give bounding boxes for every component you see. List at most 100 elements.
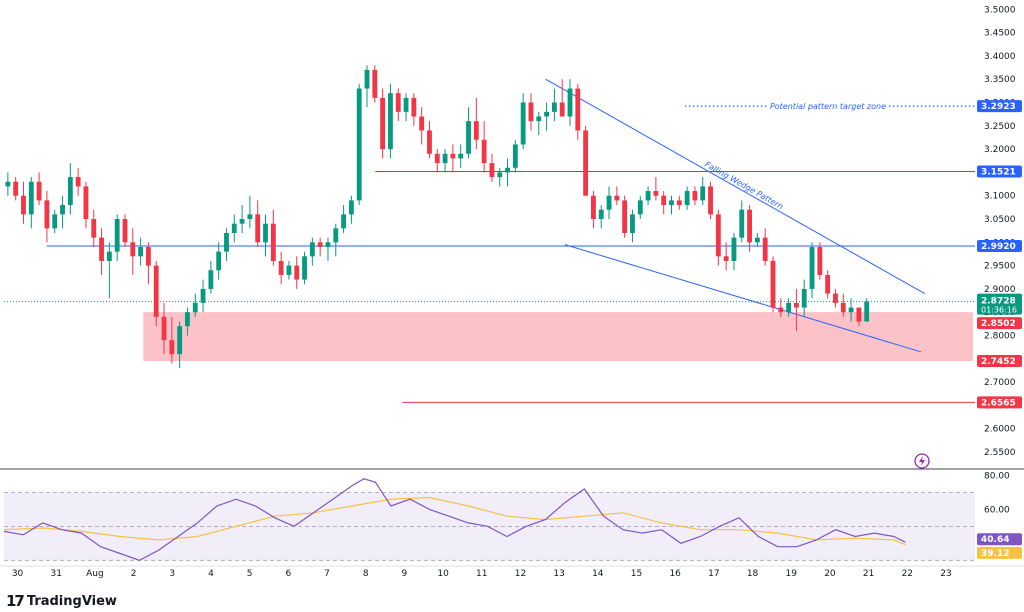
candle-body: [169, 340, 175, 355]
candle-body: [770, 260, 776, 308]
candle-body: [536, 116, 542, 122]
candle-body: [231, 223, 237, 233]
candle-body: [575, 88, 581, 131]
candle-body: [52, 214, 58, 229]
candle-body: [356, 88, 362, 201]
candle-body: [216, 251, 222, 271]
candle-body: [200, 288, 206, 303]
candle-body: [185, 312, 190, 327]
tag-zone-bottom: 2.7452: [981, 357, 1016, 367]
candle-body: [208, 270, 214, 289]
candle-body: [489, 163, 495, 178]
tag-level-3: 2.6565: [981, 398, 1016, 408]
time-tick-label: 18: [747, 569, 759, 579]
candle-body: [21, 195, 26, 215]
candle-body: [739, 209, 745, 238]
tag-rsi-bg: [977, 533, 1022, 546]
candle-body: [364, 69, 370, 89]
candle-body: [106, 251, 112, 261]
candle-body: [224, 233, 229, 252]
candle-body: [13, 181, 19, 196]
time-tick-label: 17: [708, 569, 719, 579]
candle-body: [801, 288, 807, 308]
candle-body: [177, 326, 183, 355]
candle-body: [622, 200, 628, 233]
time-axis[interactable]: 30 31 Aug 2 3 4 5 6 7 8 9 10 11 12 13 14 15 16 17 18 19 20 21 2…: [12, 569, 952, 579]
price-tick-label: 2.7000: [984, 378, 1016, 388]
tag-level-1: 3.1521: [981, 167, 1016, 177]
price-tick-label: 3.0500: [984, 215, 1016, 225]
price-axis[interactable]: 3.50003.45003.40003.35003.30003.25003.20…: [984, 5, 1016, 515]
candle-body: [138, 246, 144, 257]
rsi-line: [3, 478, 906, 561]
candle-body: [809, 246, 815, 289]
candle-body: [544, 111, 549, 117]
candle-body: [99, 237, 104, 261]
candle-body: [591, 195, 596, 220]
candle-body: [419, 116, 425, 131]
candle-body: [28, 181, 34, 215]
candle-body: [348, 200, 354, 215]
candle-body: [122, 219, 128, 243]
target-text-bg: [767, 102, 889, 112]
time-tick-label: 7: [324, 569, 330, 579]
replay-icon[interactable]: [914, 453, 930, 469]
rsi-tick-label: 80.00: [984, 471, 1010, 481]
candle-body: [458, 153, 464, 159]
target-zone-text: Potential pattern target zone: [770, 102, 886, 111]
tag-level-1-bg: [977, 165, 1022, 178]
time-tick-label: 9: [402, 569, 408, 579]
candle-body: [5, 181, 11, 187]
price-tick-label: 2.8000: [984, 332, 1016, 342]
candle-body: [255, 214, 261, 243]
tag-rsi-ma: 39.12: [981, 549, 1009, 559]
candle-body: [715, 214, 721, 257]
price-tick-label: 3.2500: [984, 122, 1016, 132]
candle-body: [130, 242, 136, 257]
candle-body: [403, 97, 409, 112]
candle-body: [161, 316, 167, 341]
tag-zone-bottom-bg: [977, 355, 1022, 368]
candle-body: [754, 237, 760, 243]
candle-body: [825, 274, 831, 294]
candle-body: [778, 307, 784, 313]
time-tick-label: 2: [131, 569, 137, 579]
candle-body: [380, 97, 386, 150]
rsi-tick-label: 60.00: [984, 505, 1010, 515]
time-tick-label: 22: [902, 569, 913, 579]
candle-body: [91, 219, 97, 238]
candle-body: [36, 181, 42, 201]
price-tick-label: 2.6000: [984, 425, 1016, 435]
time-tick-label: 3: [169, 569, 175, 579]
candle-body: [341, 214, 347, 229]
time-tick-label: 13: [553, 569, 564, 579]
wedge-lower-line: [564, 244, 921, 353]
candle-body: [239, 219, 245, 224]
candle-body: [481, 139, 487, 164]
candle-body: [411, 97, 417, 117]
candle-body: [598, 209, 604, 220]
wedge-upper-line: [545, 78, 925, 295]
candle-body: [583, 130, 589, 196]
time-tick-label: 21: [863, 569, 874, 579]
candle-body: [653, 191, 659, 196]
candle-body: [840, 302, 846, 313]
candle-body: [669, 200, 674, 206]
candle-body: [520, 102, 526, 145]
tag-rsi-ma-bg: [977, 546, 1022, 559]
candle-body: [723, 256, 729, 261]
candle-body: [747, 209, 752, 243]
candle-body: [473, 121, 479, 140]
tag-current-bg: [977, 293, 1022, 315]
time-tick-label: 20: [824, 569, 836, 579]
tag-zone-top-bg: [977, 317, 1022, 330]
candle-body: [247, 214, 253, 220]
wedge-label: Falling Wedge Pattern: [703, 160, 785, 211]
candle-body: [153, 265, 159, 317]
tag-target-bg: [977, 100, 1022, 113]
candle-body: [786, 302, 792, 313]
rsi-pane: [3, 478, 975, 561]
candle-body: [856, 307, 862, 322]
